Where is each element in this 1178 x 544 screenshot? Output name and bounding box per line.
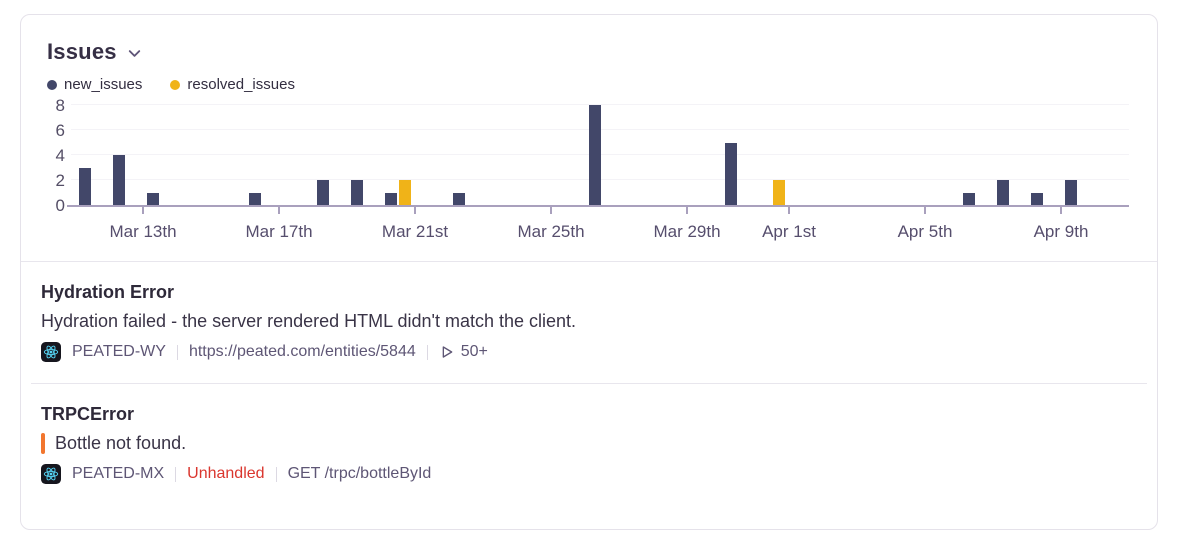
y-axis-label: 6 — [55, 121, 65, 140]
event-count-value: 50+ — [460, 343, 488, 360]
event-count: 50+ — [439, 343, 488, 361]
resolved_issues-bar — [399, 180, 411, 205]
x-tick-label: Apr 5th — [897, 222, 953, 241]
x-tick-label: Mar 25th — [517, 222, 585, 241]
chart-plot — [67, 103, 1129, 207]
resolved_issues-bar — [773, 180, 785, 205]
x-axis-tick — [278, 207, 280, 214]
issue-meta: PEATED-MX Unhandled GET /trpc/bottleById — [41, 464, 1133, 484]
x-tick-label: Apr 9th — [1033, 222, 1089, 241]
meta-divider — [175, 466, 177, 482]
error-level-bar-icon — [41, 433, 45, 454]
x-axis-tick — [1060, 207, 1062, 214]
x-tick-label: Mar 29th — [653, 222, 721, 241]
issue-row-trpc-error[interactable]: TRPCError Bottle not found. — [21, 384, 1157, 505]
x-tick-label: Apr 1st — [762, 222, 816, 241]
play-icon — [442, 346, 453, 358]
y-axis-label: 0 — [55, 196, 65, 215]
new_issues-bar — [385, 192, 397, 205]
issue-description-text: Hydration failed - the server rendered H… — [41, 311, 577, 331]
unhandled-tag: Unhandled — [187, 465, 265, 482]
meta-divider — [275, 466, 277, 482]
issue-meta: PEATED-WY https://peated.com/entities/58… — [41, 342, 1133, 362]
new_issues-bar — [997, 180, 1009, 205]
legend-label: new_issues — [64, 76, 143, 93]
meta-divider — [176, 344, 178, 360]
react-platform-icon — [41, 464, 61, 484]
issues-dropdown[interactable]: Issues — [47, 39, 144, 65]
issue-row-hydration-error[interactable]: Hydration Error Hydration failed - the s… — [21, 262, 1157, 383]
x-axis-tick — [414, 207, 416, 214]
y-axis-label: 2 — [55, 171, 65, 190]
new_issues-bar — [589, 105, 601, 205]
legend-item-new-issues: new_issues — [47, 76, 142, 93]
x-axis-tick — [550, 207, 552, 214]
new-issues-dot-icon — [47, 79, 57, 90]
issue-title[interactable]: Hydration Error — [41, 282, 175, 302]
x-axis-tick — [142, 207, 144, 214]
issue-list: Hydration Error Hydration failed - the s… — [21, 262, 1157, 505]
x-tick-label: Mar 13th — [109, 222, 177, 241]
chevron-down-icon — [128, 50, 140, 57]
row-divider — [31, 383, 1147, 384]
legend-item-resolved-issues: resolved_issues — [170, 76, 295, 93]
new_issues-bar — [147, 192, 159, 205]
issue-description-text: Bottle not found. — [55, 433, 187, 453]
new_issues-bar — [113, 155, 125, 205]
new_issues-bar — [1031, 192, 1043, 205]
y-axis-label: 4 — [55, 146, 65, 165]
new_issues-bar — [249, 192, 261, 205]
chart-y-axis: 0 2 4 6 8 — [47, 97, 67, 215]
x-tick-label: Mar 21st — [381, 222, 449, 241]
issue-description: Bottle not found. — [41, 432, 1133, 455]
issue-culprit-transaction: GET /trpc/bottleById — [287, 465, 432, 482]
project-short-id: PEATED-WY — [72, 343, 166, 360]
section-divider — [21, 261, 1157, 262]
new_issues-bar — [351, 180, 363, 205]
widget-title: Issues — [47, 39, 117, 64]
x-axis-tick — [686, 207, 688, 214]
new_issues-bar — [453, 192, 465, 205]
x-axis-tick — [924, 207, 926, 214]
x-tick-label: Mar 17th — [245, 222, 313, 241]
react-platform-icon — [41, 342, 61, 362]
new_issues-bar — [1065, 180, 1077, 205]
x-axis-tick — [788, 207, 790, 214]
meta-divider — [426, 344, 428, 360]
new_issues-bar — [725, 142, 737, 205]
new_issues-bar — [79, 167, 91, 205]
legend-label: resolved_issues — [187, 76, 295, 93]
issue-description: Hydration failed - the server rendered H… — [41, 310, 1133, 333]
gridline — [71, 104, 1129, 105]
issue-title[interactable]: TRPCError — [41, 404, 135, 424]
chart-legend: new_issues resolved_issues — [47, 76, 1145, 93]
project-short-id: PEATED-MX — [72, 465, 165, 482]
new_issues-bar — [963, 192, 975, 205]
y-axis-label: 8 — [55, 96, 65, 115]
issue-culprit-url: https://peated.com/entities/5844 — [188, 343, 416, 360]
resolved-issues-dot-icon — [170, 79, 181, 90]
new_issues-bar — [317, 180, 329, 205]
chart-x-axis: Mar 13th Mar 17th Mar 21st Mar 25th Mar 29th… — [67, 207, 1129, 247]
